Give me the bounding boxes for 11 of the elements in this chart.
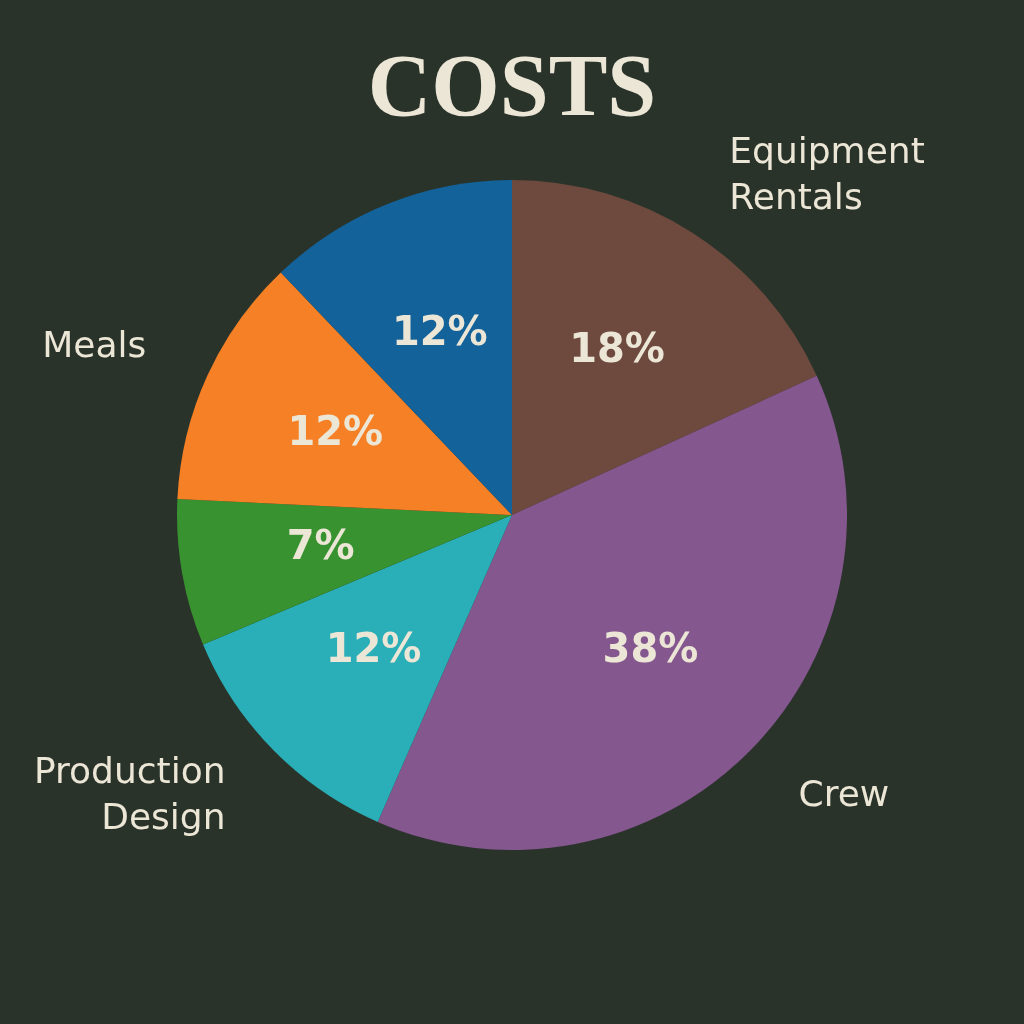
chart-title: COSTS [367, 36, 657, 134]
data-label: 38% [602, 624, 699, 671]
data-label: 12% [287, 407, 384, 454]
data-label: 12% [325, 624, 422, 671]
data-label: 18% [569, 324, 665, 371]
slice-label: Production Design [33, 750, 226, 838]
data-label: 7% [286, 522, 355, 569]
data-label: 12% [391, 308, 488, 355]
slice-label: Equipment Rentals [729, 130, 925, 218]
slice-label: Meals [42, 324, 147, 366]
slice-label: Crew [798, 773, 890, 815]
